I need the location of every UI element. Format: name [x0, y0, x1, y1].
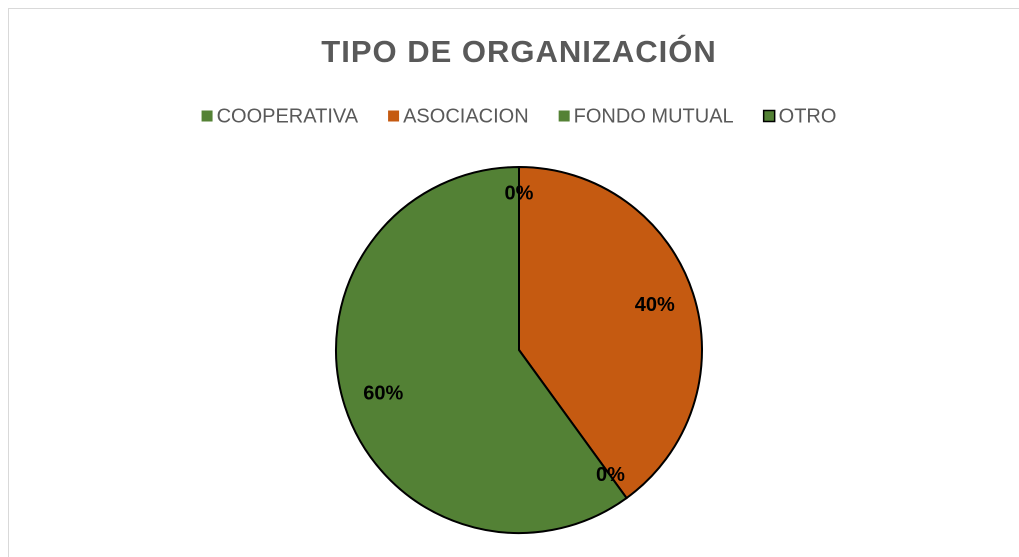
legend-label: OTRO: [779, 105, 837, 127]
chart-title: TIPO DE ORGANIZACIÓN: [321, 33, 716, 69]
pie-slice: [335, 165, 628, 534]
data-label: 40%: [635, 294, 675, 316]
legend-swatch: [762, 109, 776, 123]
legend-swatch: [558, 110, 570, 122]
legend-label: ASOCIACION: [403, 105, 529, 127]
data-label: 0%: [505, 183, 534, 205]
data-label: 0%: [596, 464, 625, 486]
legend-label: COOPERATIVA: [217, 105, 359, 127]
legend-swatch: [388, 110, 400, 122]
legend-swatch: [201, 110, 213, 122]
pie-slice: [518, 165, 703, 500]
legend-label: FONDO MUTUAL: [574, 105, 734, 127]
data-label: 60%: [363, 382, 403, 404]
